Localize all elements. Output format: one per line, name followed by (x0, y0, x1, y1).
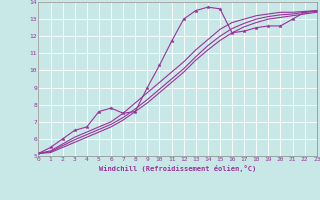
X-axis label: Windchill (Refroidissement éolien,°C): Windchill (Refroidissement éolien,°C) (99, 165, 256, 172)
